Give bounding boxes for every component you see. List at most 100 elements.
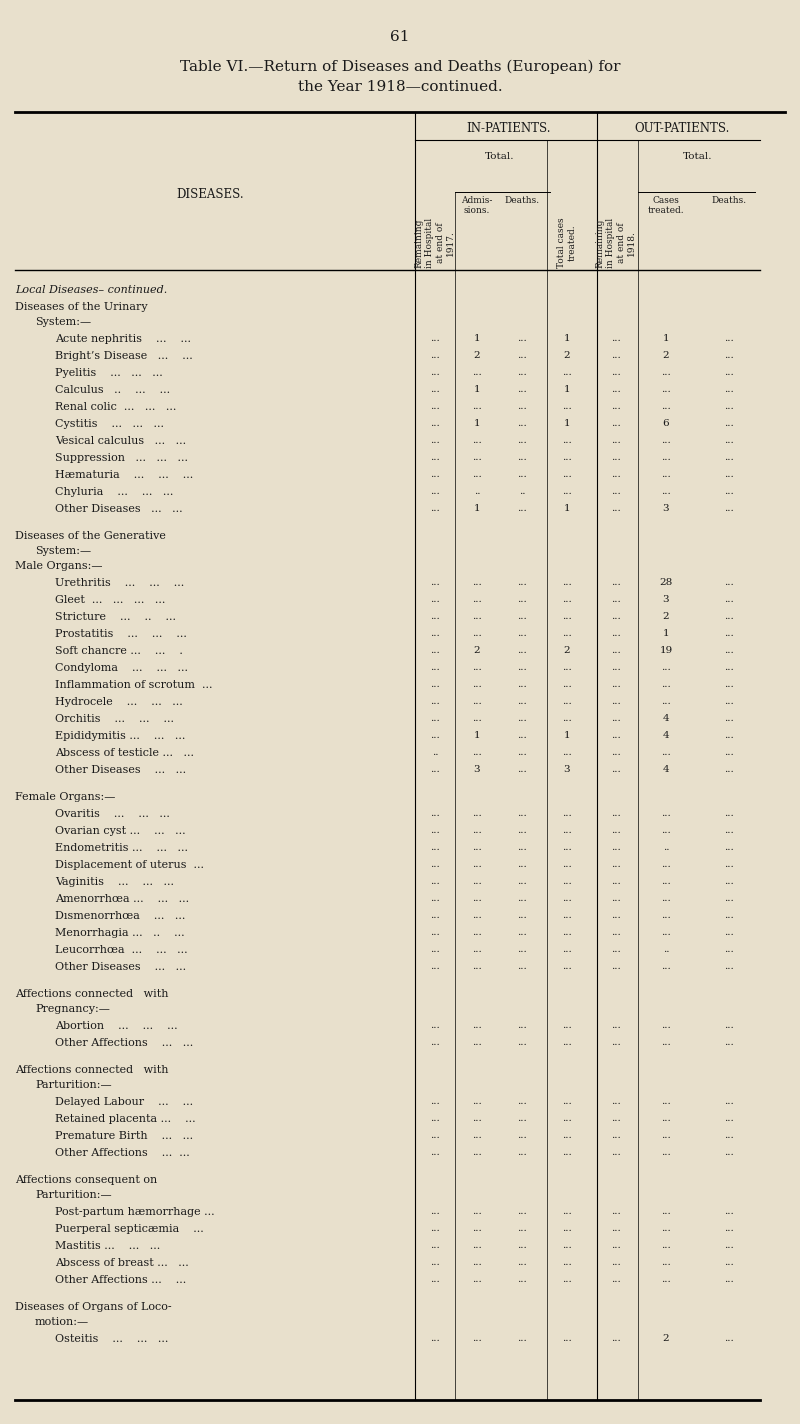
Text: 2: 2 [564,646,570,655]
Text: ...: ... [517,1021,527,1030]
Text: Diseases of the Generative: Diseases of the Generative [15,531,166,541]
Text: ...: ... [562,595,572,604]
Text: ...: ... [430,1148,440,1156]
Text: ...: ... [661,453,671,461]
Text: ...: ... [430,681,440,689]
Text: Acute nephritis    ...    ...: Acute nephritis ... ... [55,335,191,345]
Text: ...: ... [724,367,734,377]
Text: ...: ... [562,928,572,937]
Text: ...: ... [562,946,572,954]
Text: ...: ... [724,1225,734,1233]
Text: ...: ... [611,877,621,886]
Text: ...: ... [517,350,527,360]
Text: Epididymitis ...    ...   ...: Epididymitis ... ... ... [55,731,186,740]
Text: Table VI.—Return of Diseases and Deaths (European) for: Table VI.—Return of Diseases and Deaths … [180,60,620,74]
Text: ...: ... [611,384,621,394]
Text: ...: ... [661,809,671,817]
Text: ...: ... [430,963,440,971]
Text: DISEASES.: DISEASES. [176,188,244,202]
Text: ...: ... [517,470,527,478]
Text: ...: ... [472,402,482,412]
Text: Cases
treated.: Cases treated. [648,197,684,215]
Text: ...: ... [611,367,621,377]
Text: ...: ... [724,504,734,513]
Text: ...: ... [472,928,482,937]
Text: ...: ... [724,1208,734,1216]
Text: Gleet  ...   ...   ...   ...: Gleet ... ... ... ... [55,595,166,605]
Text: ...: ... [472,860,482,869]
Text: ...: ... [724,1096,734,1106]
Text: ...: ... [724,809,734,817]
Text: ...: ... [661,470,671,478]
Text: ...: ... [562,843,572,852]
Text: Calculus   ..    ...    ...: Calculus .. ... ... [55,384,170,394]
Text: ...: ... [562,877,572,886]
Text: ...: ... [517,419,527,429]
Text: ...: ... [661,1148,671,1156]
Text: ...: ... [661,911,671,920]
Text: ...: ... [430,436,440,444]
Text: ..: .. [432,748,438,758]
Text: ...: ... [724,578,734,587]
Text: ...: ... [472,1274,482,1284]
Text: ...: ... [562,748,572,758]
Text: ...: ... [517,748,527,758]
Text: ...: ... [430,646,440,655]
Text: OUT-PATIENTS.: OUT-PATIENTS. [635,122,730,135]
Text: ...: ... [611,826,621,834]
Text: ...: ... [611,487,621,496]
Text: ...: ... [562,1225,572,1233]
Text: ...: ... [724,696,734,706]
Text: ...: ... [661,1274,671,1284]
Text: ...: ... [661,367,671,377]
Text: ...: ... [661,1096,671,1106]
Text: 2: 2 [662,612,670,621]
Text: ...: ... [611,470,621,478]
Text: ...: ... [611,1131,621,1141]
Text: Other Affections    ...   ...: Other Affections ... ... [55,1038,194,1048]
Text: ...: ... [661,402,671,412]
Text: ...: ... [661,1021,671,1030]
Text: ...: ... [472,578,482,587]
Text: Abortion    ...    ...    ...: Abortion ... ... ... [55,1021,178,1031]
Text: ...: ... [430,419,440,429]
Text: ...: ... [430,1096,440,1106]
Text: Deaths.: Deaths. [505,197,539,205]
Text: ...: ... [724,860,734,869]
Text: Displacement of uterus  ...: Displacement of uterus ... [55,860,204,870]
Text: ...: ... [472,809,482,817]
Text: Suppression   ...   ...   ...: Suppression ... ... ... [55,453,188,463]
Text: Vesical calculus   ...   ...: Vesical calculus ... ... [55,436,186,446]
Text: ...: ... [430,877,440,886]
Text: ...: ... [562,470,572,478]
Text: Ovaritis    ...    ...   ...: Ovaritis ... ... ... [55,809,170,819]
Text: ...: ... [724,1274,734,1284]
Text: ...: ... [661,1208,671,1216]
Text: ...: ... [430,928,440,937]
Text: ...: ... [562,453,572,461]
Text: ...: ... [724,436,734,444]
Text: ...: ... [611,436,621,444]
Text: ...: ... [562,578,572,587]
Text: ...: ... [724,402,734,412]
Text: ...: ... [517,1096,527,1106]
Text: Female Organs:—: Female Organs:— [15,792,115,802]
Text: ...: ... [611,809,621,817]
Text: Other Diseases   ...   ...: Other Diseases ... ... [55,504,182,514]
Text: Retained placenta ...    ...: Retained placenta ... ... [55,1114,196,1124]
Text: 1: 1 [564,504,570,513]
Text: ...: ... [562,911,572,920]
Text: 2: 2 [474,646,480,655]
Text: ..: .. [518,487,526,496]
Text: ...: ... [517,1334,527,1343]
Text: Ovarian cyst ...    ...   ...: Ovarian cyst ... ... ... [55,826,186,836]
Text: ...: ... [430,335,440,343]
Text: 3: 3 [662,504,670,513]
Text: ...: ... [562,1096,572,1106]
Text: Abscess of breast ...   ...: Abscess of breast ... ... [55,1257,189,1267]
Text: Abscess of testicle ...   ...: Abscess of testicle ... ... [55,748,194,758]
Text: ...: ... [430,384,440,394]
Text: ...: ... [611,595,621,604]
Text: ...: ... [661,860,671,869]
Text: ...: ... [562,713,572,723]
